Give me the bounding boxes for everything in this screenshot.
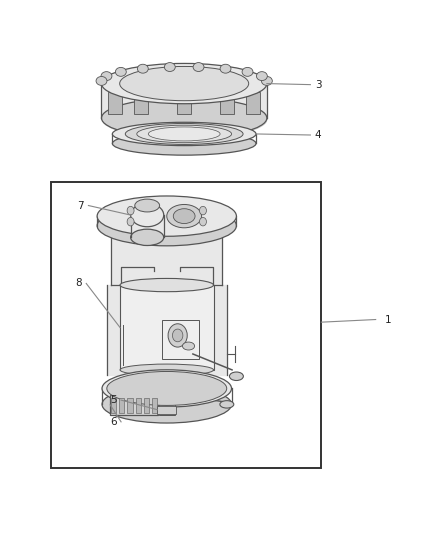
Ellipse shape — [102, 370, 232, 407]
Ellipse shape — [96, 76, 107, 85]
Ellipse shape — [242, 67, 253, 76]
Ellipse shape — [97, 206, 237, 246]
Bar — [51, 182, 321, 468]
Ellipse shape — [102, 98, 267, 138]
Ellipse shape — [120, 67, 249, 101]
Ellipse shape — [164, 62, 175, 71]
Text: 1: 1 — [385, 314, 391, 325]
Ellipse shape — [131, 229, 164, 246]
Circle shape — [127, 206, 134, 215]
Ellipse shape — [107, 372, 227, 406]
Circle shape — [127, 217, 134, 226]
Ellipse shape — [193, 62, 204, 71]
Ellipse shape — [131, 204, 164, 227]
Circle shape — [199, 217, 206, 226]
Bar — [162, 319, 199, 359]
Text: 5: 5 — [110, 395, 117, 405]
Ellipse shape — [220, 401, 234, 408]
Bar — [110, 395, 158, 415]
Ellipse shape — [120, 278, 214, 292]
Bar — [152, 398, 157, 413]
Bar — [144, 398, 149, 413]
Ellipse shape — [113, 132, 256, 155]
Ellipse shape — [115, 67, 126, 76]
Circle shape — [168, 324, 187, 347]
Bar — [127, 398, 133, 413]
Circle shape — [199, 206, 206, 215]
Ellipse shape — [138, 64, 148, 73]
Ellipse shape — [102, 63, 267, 104]
Circle shape — [173, 329, 183, 342]
Bar — [120, 285, 214, 370]
Ellipse shape — [167, 205, 201, 228]
Ellipse shape — [261, 76, 272, 85]
Ellipse shape — [137, 125, 232, 143]
Ellipse shape — [148, 127, 220, 141]
Ellipse shape — [220, 64, 231, 73]
Bar — [220, 92, 234, 114]
Ellipse shape — [125, 124, 243, 144]
Bar — [111, 398, 116, 413]
Text: 3: 3 — [315, 79, 321, 90]
Ellipse shape — [102, 386, 232, 423]
Ellipse shape — [173, 209, 195, 223]
Bar — [108, 92, 122, 114]
Text: 4: 4 — [315, 130, 321, 140]
Ellipse shape — [120, 364, 214, 376]
Bar — [119, 398, 124, 413]
Bar — [134, 92, 148, 114]
Ellipse shape — [101, 71, 112, 80]
Bar — [157, 406, 177, 414]
Text: 6: 6 — [110, 417, 117, 427]
Bar — [136, 398, 141, 413]
Bar — [247, 92, 260, 114]
Ellipse shape — [183, 342, 194, 350]
Ellipse shape — [135, 199, 159, 212]
Bar — [177, 92, 191, 114]
Ellipse shape — [113, 122, 256, 146]
Text: 8: 8 — [75, 278, 82, 288]
Ellipse shape — [256, 71, 267, 80]
Ellipse shape — [97, 196, 237, 236]
Bar — [159, 405, 175, 415]
Ellipse shape — [230, 372, 244, 381]
Text: 7: 7 — [78, 200, 84, 211]
